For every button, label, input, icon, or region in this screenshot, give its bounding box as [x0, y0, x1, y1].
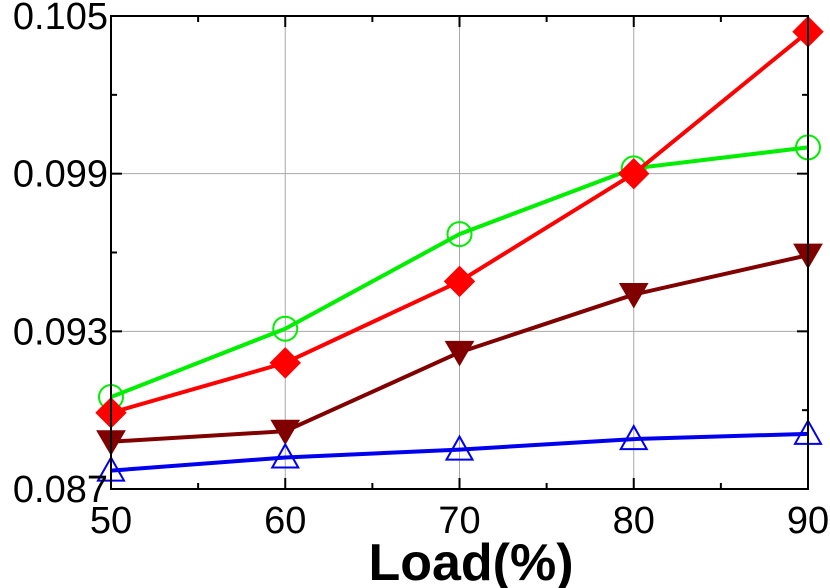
x-tick-label: 50 [90, 500, 132, 542]
grid-lines [111, 16, 808, 489]
data-point [270, 419, 301, 446]
x-axis-title: Load(%) [368, 534, 573, 588]
y-tick-label: 0.105 [13, 0, 108, 38]
tick-labels: 50 60 70 80 90 0.087 0.093 0.099 0.105 [13, 0, 829, 542]
series-line [110, 431, 809, 473]
y-tick-label: 0.093 [13, 311, 108, 353]
y-tick-label: 0.087 [13, 469, 108, 511]
data-point [619, 424, 649, 451]
data-point [444, 340, 475, 367]
data-point [618, 157, 650, 190]
series-line [110, 145, 809, 399]
x-tick-label: 70 [438, 500, 480, 542]
x-tick-label: 80 [613, 500, 655, 542]
data-point [272, 315, 299, 342]
x-tick-label: 90 [787, 500, 829, 542]
y-tick-label: 0.099 [13, 154, 108, 196]
plot-frame [110, 15, 809, 490]
data-point [618, 283, 649, 309]
data-point [444, 434, 475, 461]
x-tick-label: 60 [264, 500, 306, 542]
data-point [443, 265, 476, 298]
data-point [270, 442, 300, 469]
data-point [269, 347, 301, 379]
data-point [446, 221, 473, 248]
